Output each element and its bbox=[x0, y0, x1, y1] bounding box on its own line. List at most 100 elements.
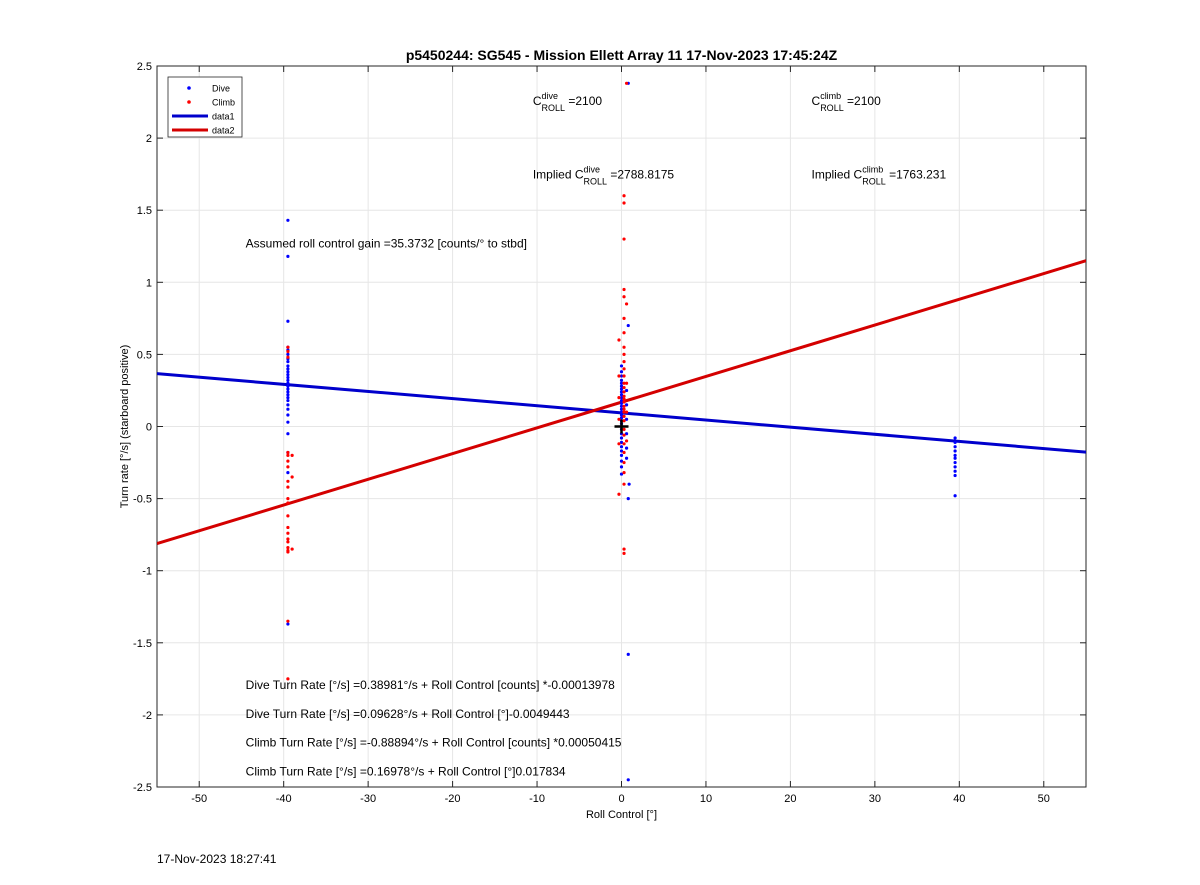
dive-point bbox=[624, 446, 629, 450]
dive-point bbox=[286, 471, 290, 475]
dive-point bbox=[624, 432, 629, 436]
dive-point bbox=[624, 456, 629, 460]
dive-point bbox=[286, 384, 290, 388]
climb-point bbox=[617, 396, 621, 400]
dive-point bbox=[953, 460, 957, 465]
annotation-superscript: dive bbox=[541, 91, 558, 101]
climb-point bbox=[622, 345, 626, 349]
dive-point bbox=[619, 370, 624, 374]
dive-point bbox=[286, 622, 290, 626]
x-tick-label: 20 bbox=[784, 793, 796, 805]
x-tick-label: 10 bbox=[700, 793, 712, 805]
annotation-8: Climb Turn Rate [°/s] =0.16978°/s + Roll… bbox=[246, 764, 566, 778]
climb-point bbox=[622, 404, 626, 408]
y-tick-label: 2.5 bbox=[137, 61, 152, 73]
y-tick-label: -2 bbox=[142, 710, 152, 722]
climb-point bbox=[622, 450, 626, 455]
y-tick-label: -2.5 bbox=[133, 782, 152, 794]
annotation-prefix: Implied bbox=[812, 167, 854, 181]
dive-point bbox=[619, 453, 624, 457]
climb-point bbox=[622, 433, 626, 437]
dive-point bbox=[286, 218, 290, 222]
origin-marker bbox=[614, 419, 629, 434]
footer-timestamp: 17-Nov-2023 18:27:41 bbox=[157, 852, 277, 866]
x-tick-label: -10 bbox=[529, 793, 545, 805]
climb-point bbox=[286, 525, 290, 530]
climb-point bbox=[622, 407, 626, 411]
y-tick-label: -1 bbox=[142, 566, 152, 578]
climb-point bbox=[286, 546, 290, 550]
x-tick-label: -20 bbox=[445, 793, 461, 805]
legend-label: data1 bbox=[212, 112, 235, 122]
y-axis-label: Turn rate [°/s] (starboard positive) bbox=[119, 345, 131, 509]
dive-point bbox=[619, 472, 624, 476]
annotation-symbol: C bbox=[854, 167, 863, 181]
dive-point bbox=[619, 390, 624, 394]
y-tick-label: -1.5 bbox=[133, 638, 152, 650]
climb-point bbox=[286, 677, 290, 681]
climb-point bbox=[286, 485, 290, 489]
dive-point bbox=[286, 403, 290, 407]
annotation-value: =2788.8175 bbox=[607, 167, 674, 181]
dive-point bbox=[626, 323, 630, 328]
dive-point bbox=[286, 360, 290, 364]
legend: Dive Climb data1 data2 bbox=[167, 76, 243, 138]
climb-point bbox=[286, 345, 290, 349]
climb-point bbox=[286, 349, 290, 354]
dive-point bbox=[953, 473, 957, 478]
annotation-subscript: ROLL bbox=[541, 103, 565, 113]
climb-point bbox=[622, 394, 626, 398]
climb-point bbox=[622, 201, 626, 205]
x-tick-label: 30 bbox=[869, 793, 881, 805]
climb-point bbox=[622, 547, 626, 551]
y-tick-label: 1.5 bbox=[137, 205, 152, 217]
climb-point bbox=[622, 410, 626, 414]
dive-point bbox=[286, 387, 290, 391]
annotation-subscript: ROLL bbox=[584, 176, 608, 186]
y-tick-label: 0 bbox=[146, 422, 152, 434]
dive-point bbox=[619, 413, 624, 417]
dive-point bbox=[619, 445, 624, 449]
dive-point bbox=[953, 449, 957, 453]
annotation-1: Cclimb ROLL =2100 bbox=[812, 91, 882, 113]
climb-point bbox=[622, 400, 626, 404]
climb-point bbox=[286, 497, 290, 501]
annotation-subscript: ROLL bbox=[862, 176, 886, 186]
dive-point bbox=[953, 436, 957, 440]
dive-point bbox=[286, 370, 290, 374]
climb-point bbox=[622, 385, 626, 390]
dive-point bbox=[619, 407, 624, 411]
climb-point bbox=[622, 367, 626, 371]
climb-point bbox=[622, 397, 626, 401]
climb-point bbox=[286, 550, 290, 554]
dive-point bbox=[953, 453, 957, 457]
dive-point bbox=[286, 398, 290, 403]
series-dive bbox=[286, 81, 957, 782]
y-tick-label: 1 bbox=[146, 277, 152, 289]
dive-point bbox=[619, 436, 624, 440]
climb-point bbox=[622, 390, 626, 394]
y-tick-label: 2 bbox=[146, 133, 152, 145]
dive-point bbox=[619, 374, 624, 378]
climb-point bbox=[286, 501, 290, 505]
climb-point bbox=[622, 419, 626, 423]
dive-point bbox=[286, 378, 290, 382]
climb-point bbox=[622, 316, 626, 320]
legend-marker-climb bbox=[187, 100, 191, 104]
dive-point bbox=[953, 465, 957, 469]
y-tick-label: -0.5 bbox=[133, 494, 152, 506]
climb-point bbox=[622, 374, 626, 378]
climb-point bbox=[617, 492, 621, 496]
dive-point bbox=[286, 390, 290, 394]
annotation-7: Climb Turn Rate [°/s] =-0.88894°/s + Rol… bbox=[246, 736, 622, 750]
annotation-symbol: C bbox=[812, 94, 821, 108]
climb-point bbox=[286, 531, 290, 535]
climb-point bbox=[622, 331, 626, 335]
climb-point bbox=[622, 460, 626, 465]
dive-point bbox=[953, 494, 957, 498]
annotation-6: Dive Turn Rate [°/s] =0.09628°/s + Roll … bbox=[246, 707, 570, 721]
annotation-2: Implied Cdive ROLL =2788.8175 bbox=[533, 164, 675, 186]
climb-point bbox=[622, 427, 626, 431]
climb-point bbox=[617, 374, 621, 378]
climb-point bbox=[286, 514, 290, 518]
